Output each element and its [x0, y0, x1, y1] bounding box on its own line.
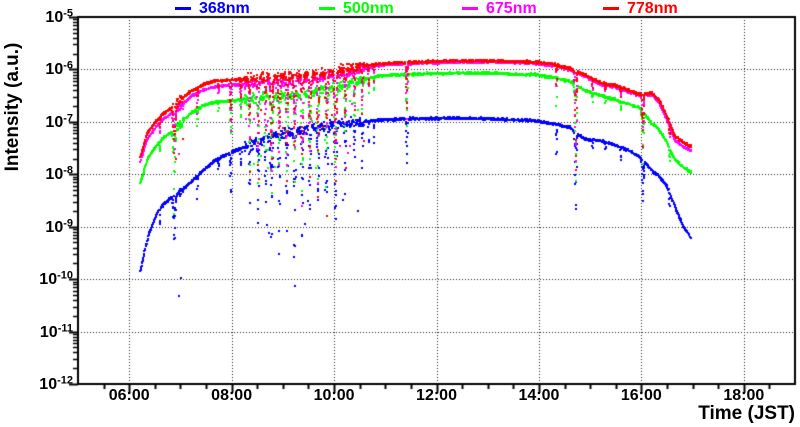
x-tick-label: 14:00 — [518, 387, 560, 404]
legend: 368nm 500nm 675nm 778nm — [0, 0, 800, 17]
legend-item-368nm: 368nm — [175, 0, 250, 17]
legend-line-icon — [462, 7, 478, 10]
legend-line-icon — [319, 7, 335, 10]
y-tick-label: 10-6 — [45, 59, 73, 79]
x-tick-label: 08:00 — [211, 387, 253, 404]
legend-line-icon — [603, 7, 619, 10]
legend-label: 778nm — [627, 0, 678, 17]
legend-label: 368nm — [199, 0, 250, 17]
legend-line-icon — [175, 7, 191, 10]
legend-label: 675nm — [486, 0, 537, 17]
x-tick-label: 06:00 — [108, 387, 150, 404]
x-tick-label: 10:00 — [313, 387, 355, 404]
x-tick-label: 18:00 — [723, 387, 765, 404]
y-tick-label: 10-5 — [45, 7, 73, 26]
legend-item-778nm: 778nm — [603, 0, 678, 17]
y-tick-label: 10-8 — [45, 164, 73, 184]
x-axis-title: Time (JST) — [698, 403, 795, 424]
legend-label: 500nm — [343, 0, 394, 17]
legend-item-675nm: 675nm — [462, 0, 537, 17]
legend-item-500nm: 500nm — [319, 0, 394, 17]
y-tick-label: 10-7 — [45, 112, 73, 131]
y-tick-label: 10-9 — [45, 217, 73, 236]
y-tick-label: 10-10 — [39, 269, 73, 288]
y-tick-label: 10-11 — [39, 322, 73, 341]
x-tick-label: 16:00 — [620, 387, 662, 404]
y-tick-label: 10-12 — [39, 374, 73, 393]
x-tick-label: 12:00 — [416, 387, 457, 404]
